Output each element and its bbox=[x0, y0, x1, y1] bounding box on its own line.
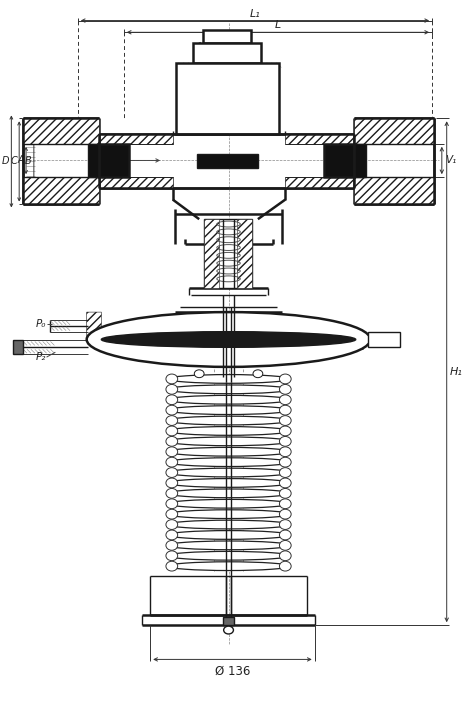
Ellipse shape bbox=[279, 426, 290, 436]
Ellipse shape bbox=[279, 395, 290, 405]
Polygon shape bbox=[87, 312, 101, 340]
Bar bbox=[99, 144, 128, 177]
Ellipse shape bbox=[166, 509, 177, 519]
Ellipse shape bbox=[279, 530, 290, 539]
Ellipse shape bbox=[168, 385, 288, 394]
Ellipse shape bbox=[168, 395, 288, 404]
Ellipse shape bbox=[166, 457, 177, 467]
Bar bbox=[203, 30, 250, 43]
Ellipse shape bbox=[166, 540, 177, 550]
Ellipse shape bbox=[279, 520, 290, 530]
Text: L₁: L₁ bbox=[249, 8, 260, 18]
Ellipse shape bbox=[279, 374, 290, 384]
Ellipse shape bbox=[166, 447, 177, 457]
Text: C: C bbox=[11, 156, 17, 166]
Ellipse shape bbox=[168, 447, 288, 456]
Ellipse shape bbox=[168, 561, 288, 571]
Ellipse shape bbox=[166, 478, 177, 488]
Bar bbox=[175, 62, 279, 134]
Ellipse shape bbox=[168, 427, 288, 435]
Ellipse shape bbox=[87, 312, 369, 367]
Ellipse shape bbox=[168, 541, 288, 549]
Ellipse shape bbox=[168, 499, 288, 508]
Ellipse shape bbox=[166, 551, 177, 561]
Polygon shape bbox=[353, 177, 433, 205]
Polygon shape bbox=[99, 134, 172, 144]
Ellipse shape bbox=[252, 370, 262, 377]
Bar bbox=[13, 341, 23, 354]
Ellipse shape bbox=[168, 406, 288, 414]
Bar bbox=[88, 144, 99, 177]
Ellipse shape bbox=[194, 370, 204, 377]
Ellipse shape bbox=[168, 458, 288, 467]
Ellipse shape bbox=[166, 374, 177, 384]
Ellipse shape bbox=[168, 468, 288, 477]
Bar bbox=[353, 144, 365, 177]
Text: V₁: V₁ bbox=[444, 156, 455, 166]
Bar bbox=[193, 43, 260, 62]
Ellipse shape bbox=[166, 436, 177, 446]
Ellipse shape bbox=[166, 561, 177, 571]
Ellipse shape bbox=[101, 331, 355, 348]
Ellipse shape bbox=[166, 426, 177, 436]
Polygon shape bbox=[237, 219, 251, 287]
Ellipse shape bbox=[168, 437, 288, 446]
Polygon shape bbox=[353, 118, 433, 144]
Ellipse shape bbox=[279, 468, 290, 477]
Polygon shape bbox=[204, 219, 218, 287]
Ellipse shape bbox=[279, 457, 290, 467]
Ellipse shape bbox=[166, 384, 177, 394]
Bar bbox=[204, 219, 251, 287]
Ellipse shape bbox=[279, 447, 290, 457]
Bar bbox=[197, 154, 257, 169]
Polygon shape bbox=[23, 118, 99, 144]
Polygon shape bbox=[285, 177, 353, 188]
Ellipse shape bbox=[168, 530, 288, 539]
Ellipse shape bbox=[166, 405, 177, 415]
Ellipse shape bbox=[279, 509, 290, 519]
Text: A: A bbox=[18, 156, 24, 166]
Text: B: B bbox=[25, 156, 32, 166]
Ellipse shape bbox=[168, 510, 288, 518]
Bar bbox=[222, 617, 234, 625]
Bar bbox=[368, 331, 399, 348]
Ellipse shape bbox=[168, 375, 288, 383]
Ellipse shape bbox=[166, 395, 177, 405]
Bar bbox=[324, 144, 353, 177]
Ellipse shape bbox=[279, 561, 290, 571]
Ellipse shape bbox=[168, 552, 288, 560]
Ellipse shape bbox=[279, 540, 290, 550]
Ellipse shape bbox=[279, 405, 290, 415]
Text: L: L bbox=[274, 21, 281, 30]
Ellipse shape bbox=[168, 489, 288, 498]
Ellipse shape bbox=[166, 468, 177, 477]
Ellipse shape bbox=[223, 626, 233, 634]
Ellipse shape bbox=[166, 520, 177, 530]
Ellipse shape bbox=[279, 416, 290, 426]
Ellipse shape bbox=[166, 489, 177, 498]
Ellipse shape bbox=[166, 530, 177, 539]
Text: F: F bbox=[207, 32, 213, 42]
Polygon shape bbox=[99, 177, 172, 188]
Text: P₀: P₀ bbox=[35, 319, 45, 329]
Ellipse shape bbox=[279, 384, 290, 394]
Text: H₁: H₁ bbox=[449, 367, 462, 377]
Ellipse shape bbox=[168, 416, 288, 425]
Ellipse shape bbox=[168, 520, 288, 529]
Polygon shape bbox=[23, 177, 99, 205]
Ellipse shape bbox=[166, 499, 177, 508]
Ellipse shape bbox=[168, 479, 288, 487]
Polygon shape bbox=[285, 134, 353, 144]
Ellipse shape bbox=[279, 436, 290, 446]
Ellipse shape bbox=[279, 489, 290, 498]
Text: P₂: P₂ bbox=[35, 352, 45, 362]
Ellipse shape bbox=[279, 478, 290, 488]
Ellipse shape bbox=[166, 416, 177, 426]
Ellipse shape bbox=[279, 551, 290, 561]
Text: D: D bbox=[2, 156, 9, 166]
Text: Ø 136: Ø 136 bbox=[214, 664, 250, 678]
Ellipse shape bbox=[279, 499, 290, 508]
